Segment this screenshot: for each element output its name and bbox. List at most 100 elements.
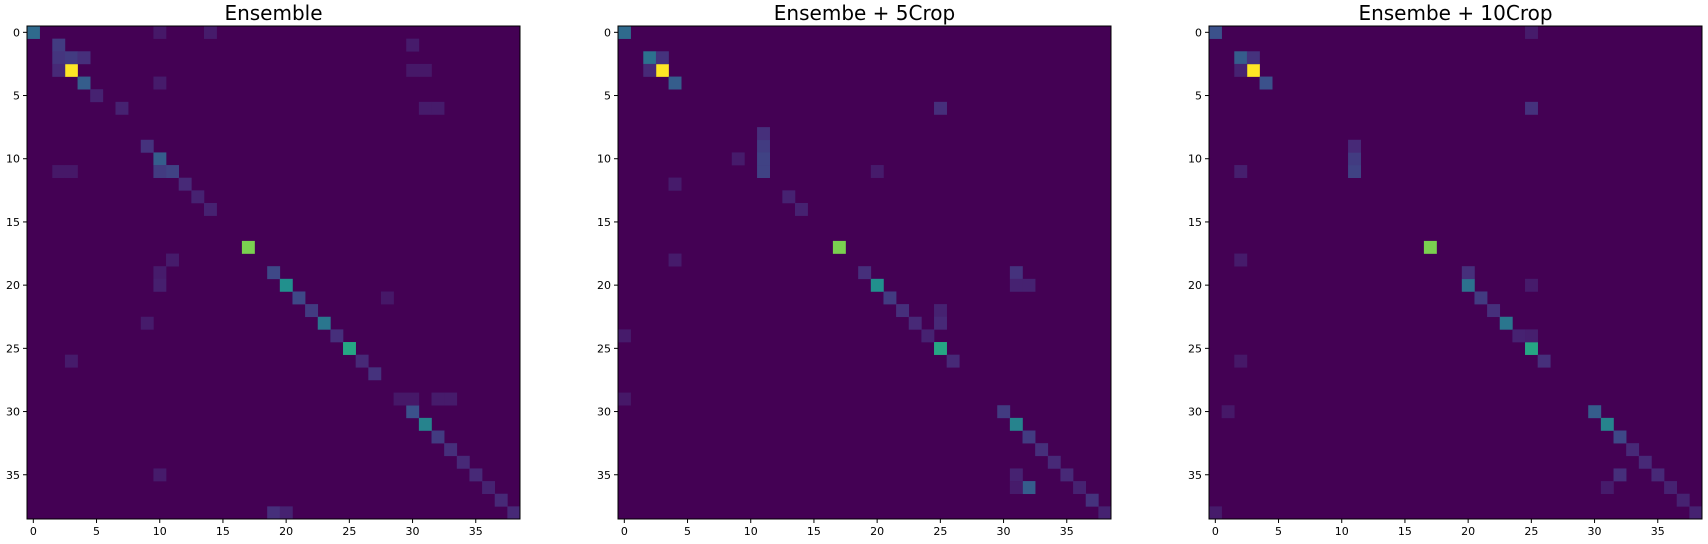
- x-tick-label: 5: [684, 525, 691, 538]
- heatmap-cell: [1022, 481, 1036, 495]
- x-tick-label: 25: [933, 525, 947, 538]
- heatmap-cell: [153, 468, 167, 482]
- heatmap-cell: [1348, 152, 1361, 166]
- heatmap-cell: [1246, 63, 1260, 77]
- x-tick-label: 25: [1524, 525, 1538, 538]
- heatmap-cell: [997, 405, 1011, 419]
- y-tick-label: 20: [6, 279, 20, 292]
- y-tick-label: 25: [597, 342, 611, 355]
- heatmap-cell: [406, 392, 420, 406]
- y-tick-label: 10: [597, 153, 611, 166]
- heatmap-cell: [1073, 481, 1087, 495]
- x-tick-label: 5: [1275, 525, 1282, 538]
- heatmap-cell: [431, 430, 445, 444]
- heatmap-cell: [1461, 266, 1475, 280]
- heatmap-cell: [241, 240, 255, 254]
- x-tick-label: 0: [621, 525, 628, 538]
- heatmap-cell: [507, 506, 521, 520]
- heatmap-cell: [934, 101, 947, 115]
- heatmap-cell: [870, 165, 884, 178]
- heatmap-cell: [668, 76, 682, 90]
- heatmap-cell: [191, 190, 205, 204]
- x-tick-label: 30: [997, 525, 1011, 538]
- heatmap-cell: [1626, 443, 1640, 457]
- heatmap-cell: [444, 392, 458, 406]
- x-tick-label: 15: [216, 525, 230, 538]
- heatmap-cell: [1234, 165, 1248, 178]
- heatmap-cell: [140, 139, 154, 153]
- heatmap-cell: [1461, 278, 1475, 292]
- x-tick-label: 15: [1398, 525, 1412, 538]
- heatmap-cell: [52, 63, 66, 77]
- heatmap-cell: [368, 367, 382, 381]
- heatmap-cell: [934, 304, 947, 318]
- heatmap-cell: [1525, 342, 1538, 355]
- heatmap-cell: [52, 38, 66, 52]
- heatmap-cell: [1348, 165, 1361, 178]
- heatmap-cell: [153, 152, 167, 166]
- heatmap-cell: [1035, 443, 1049, 457]
- heatmap-cell: [934, 316, 947, 330]
- y-tick-label: 5: [1195, 90, 1202, 103]
- heatmap-cell: [153, 278, 167, 292]
- heatmap-cell: [1651, 468, 1665, 482]
- heatmap-cell: [883, 291, 897, 305]
- y-tick-label: 30: [597, 406, 611, 419]
- heatmap-cell: [1525, 26, 1538, 39]
- heatmap-panel: Ensembe + 5Crop 0 5 10 15 20 25 30 35 0 5 10 15 20 25 3…: [597, 1, 1112, 538]
- heatmap-cell: [52, 51, 66, 65]
- y-tick-label: 30: [1188, 406, 1202, 419]
- heatmap-cell: [1525, 329, 1538, 343]
- heatmap-cell: [418, 417, 432, 431]
- heatmap-cell: [153, 266, 167, 280]
- y-tick-label: 0: [13, 26, 20, 39]
- heatmap-cell: [655, 51, 669, 65]
- heatmap-cell: [494, 493, 508, 507]
- heatmap-cell: [330, 329, 344, 343]
- heatmap-cell: [115, 101, 129, 115]
- heatmap-cell: [1664, 481, 1678, 495]
- heatmap-cell: [1022, 278, 1036, 292]
- heatmap-cell: [908, 316, 922, 330]
- heatmap-cell: [279, 278, 293, 292]
- chart-title: Ensembe + 5Crop: [774, 1, 955, 25]
- y-tick-label: 15: [6, 216, 20, 229]
- x-tick-label: 20: [870, 525, 884, 538]
- heatmap-cell: [731, 152, 745, 166]
- heatmap-cell: [1613, 430, 1627, 444]
- heatmap-cell: [1047, 455, 1061, 469]
- heatmap-cell: [1209, 506, 1222, 520]
- heatmap-cell: [153, 165, 167, 178]
- y-tick-label: 15: [1188, 216, 1202, 229]
- y-tick-label: 0: [1195, 26, 1202, 39]
- heatmap-cell: [153, 26, 167, 39]
- heatmap-cell: [1588, 405, 1602, 419]
- heatmap-cell: [203, 26, 217, 39]
- heatmap-cell: [832, 240, 846, 254]
- heatmap-cell: [431, 392, 445, 406]
- heatmap-cell: [178, 177, 192, 191]
- heatmap-cell: [482, 481, 496, 495]
- heatmap-cell: [406, 405, 420, 419]
- x-tick-label: 10: [1335, 525, 1349, 538]
- heatmap-cell: [655, 63, 669, 77]
- heatmap-cell: [946, 354, 960, 368]
- heatmap-cell: [1221, 405, 1235, 419]
- heatmap-cell: [1423, 240, 1437, 254]
- heatmap-cell: [1348, 139, 1361, 153]
- heatmap-cell: [668, 177, 682, 191]
- heatmap-cell: [1600, 481, 1614, 495]
- heatmap-cell: [1209, 26, 1222, 39]
- heatmap-cell: [431, 101, 445, 115]
- heatmap-cell: [1009, 417, 1023, 431]
- y-tick-label: 30: [6, 406, 20, 419]
- heatmap-cell: [444, 443, 458, 457]
- heatmap-cell: [380, 291, 394, 305]
- heatmap-cell: [782, 190, 796, 204]
- x-tick-label: 10: [153, 525, 167, 538]
- heatmap-cell: [77, 51, 91, 65]
- heatmap-cell: [1487, 304, 1501, 318]
- x-tick-label: 5: [93, 525, 100, 538]
- heatmap-cell: [166, 253, 179, 267]
